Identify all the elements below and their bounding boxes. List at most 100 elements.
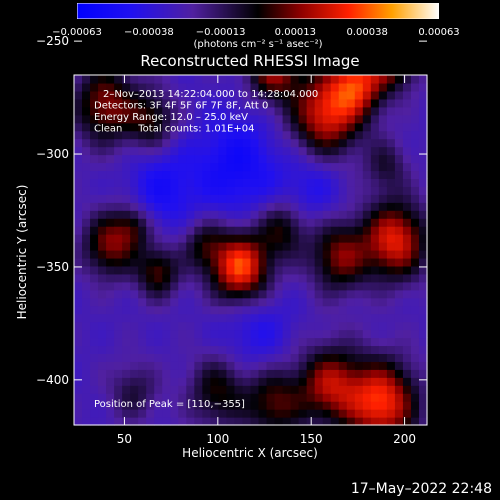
heatmap-cell xyxy=(362,194,372,203)
heatmap-cell xyxy=(322,210,332,219)
heatmap-cell xyxy=(226,409,236,418)
heatmap-cell xyxy=(154,250,163,259)
heatmap-cell xyxy=(210,401,220,410)
heatmap-cell xyxy=(178,138,187,148)
heatmap-cell xyxy=(114,170,123,179)
heatmap-cell xyxy=(234,194,244,203)
heatmap-cell xyxy=(242,393,252,402)
heatmap-cell xyxy=(266,82,276,92)
heatmap-cell xyxy=(266,265,276,275)
heatmap-cell xyxy=(266,234,276,243)
heatmap-cell xyxy=(306,385,316,394)
heatmap-cell xyxy=(146,345,155,354)
heatmap-cell xyxy=(202,250,211,259)
heatmap-cell xyxy=(106,210,115,219)
heatmap-cell xyxy=(178,98,187,108)
heatmap-cell xyxy=(194,361,203,370)
heatmap-cell xyxy=(402,377,412,386)
heatmap-cell xyxy=(258,361,268,370)
heatmap-cell xyxy=(282,218,292,227)
heatmap-cell xyxy=(290,202,300,211)
heatmap-cell xyxy=(90,154,99,164)
heatmap-cell xyxy=(258,154,268,164)
heatmap-cell xyxy=(82,194,91,203)
heatmap-cell xyxy=(354,210,364,219)
heatmap-cell xyxy=(218,202,228,211)
heatmap-cell xyxy=(370,321,380,331)
heatmap-cell xyxy=(130,417,139,426)
heatmap-cell xyxy=(90,130,99,140)
heatmap-cell xyxy=(410,250,420,259)
heatmap-cell xyxy=(386,417,396,426)
heatmap-cell xyxy=(250,146,260,156)
heatmap-cell xyxy=(122,75,131,84)
heatmap-cell xyxy=(162,345,171,354)
heatmap-cell xyxy=(162,321,171,331)
heatmap-cell xyxy=(90,202,99,211)
heatmap-cell xyxy=(338,186,348,195)
heatmap-cell xyxy=(250,130,260,140)
heatmap-cell xyxy=(346,122,356,132)
heatmap-cell xyxy=(354,226,364,235)
heatmap-cell xyxy=(186,242,195,251)
heatmap-cell xyxy=(282,178,292,187)
heatmap-cell xyxy=(234,377,244,386)
heatmap-cell xyxy=(202,305,211,315)
heatmap-cell xyxy=(330,281,340,291)
heatmap-cell xyxy=(74,313,83,323)
heatmap-cell xyxy=(298,170,308,179)
heatmap-cell xyxy=(314,297,324,307)
heatmap-cell xyxy=(82,82,91,92)
heatmap-cell xyxy=(82,90,91,100)
heatmap-cell xyxy=(178,401,187,410)
heatmap-cell xyxy=(218,409,228,418)
heatmap-cell xyxy=(146,265,155,275)
heatmap-cell xyxy=(330,186,340,195)
heatmap-cell xyxy=(330,369,340,378)
heatmap-cell xyxy=(138,409,147,418)
heatmap-cell xyxy=(362,289,372,299)
heatmap-cell xyxy=(138,281,147,291)
heatmap-cell xyxy=(250,226,260,235)
heatmap-cell xyxy=(218,345,228,354)
heatmap-cell xyxy=(138,226,147,235)
heatmap-cell xyxy=(162,154,171,164)
heatmap-cell xyxy=(250,361,260,370)
heatmap-cell xyxy=(122,257,131,267)
heatmap-cell xyxy=(146,361,155,370)
heatmap-cell xyxy=(418,130,428,140)
heatmap-cell xyxy=(82,162,91,172)
heatmap-cell xyxy=(202,178,211,187)
heatmap-cell xyxy=(410,178,420,187)
heatmap-cell xyxy=(98,321,107,331)
annotation-line: 2–Nov–2013 14:22:04.000 to 14:28:04.000 xyxy=(103,89,318,100)
heatmap-cell xyxy=(370,242,380,251)
heatmap-cell xyxy=(122,305,131,315)
heatmap-cell xyxy=(370,218,380,227)
heatmap-cell xyxy=(258,369,268,378)
heatmap-cell xyxy=(138,106,147,116)
heatmap-cell xyxy=(146,250,155,259)
heatmap-cell xyxy=(378,242,388,251)
heatmap-cell xyxy=(258,417,268,426)
heatmap-cell xyxy=(186,377,195,386)
heatmap-cell xyxy=(234,337,244,347)
heatmap-cell xyxy=(154,273,163,283)
heatmap-cell xyxy=(210,242,220,251)
heatmap-cell xyxy=(322,202,332,211)
heatmap-cell xyxy=(130,401,139,410)
heatmap-cell xyxy=(114,289,123,299)
heatmap-cell xyxy=(122,281,131,291)
heatmap-cell xyxy=(274,377,284,386)
heatmap-cell xyxy=(162,210,171,219)
heatmap-cell xyxy=(282,170,292,179)
heatmap-cell xyxy=(194,242,203,251)
heatmap-cell xyxy=(250,162,260,172)
heatmap-cell xyxy=(122,321,131,331)
heatmap-cell xyxy=(218,130,228,140)
heatmap-cell xyxy=(298,289,308,299)
heatmap-cell xyxy=(346,202,356,211)
heatmap-cell xyxy=(418,194,428,203)
heatmap-cell xyxy=(234,329,244,339)
heatmap-cell xyxy=(282,289,292,299)
